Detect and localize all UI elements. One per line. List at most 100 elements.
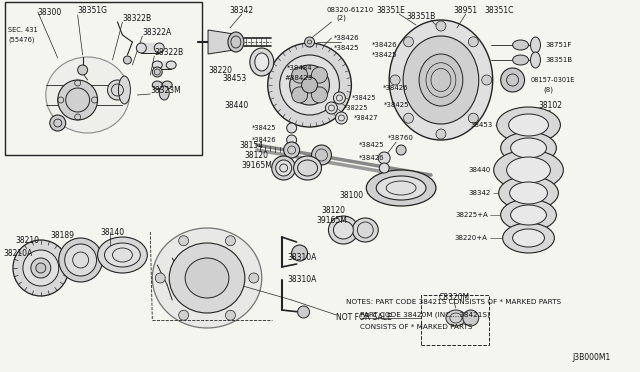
Bar bbox=[157, 81, 167, 89]
Ellipse shape bbox=[333, 221, 353, 239]
Ellipse shape bbox=[250, 48, 274, 76]
Text: SEC. 431: SEC. 431 bbox=[8, 27, 38, 33]
Ellipse shape bbox=[419, 54, 463, 106]
Text: *38225: *38225 bbox=[344, 105, 368, 111]
Ellipse shape bbox=[152, 67, 163, 77]
Text: CONSISTS OF * MARKED PARTS: CONSISTS OF * MARKED PARTS bbox=[360, 324, 473, 330]
Text: 38322B: 38322B bbox=[154, 48, 184, 57]
Ellipse shape bbox=[499, 176, 558, 210]
Text: J3B000M1: J3B000M1 bbox=[572, 353, 610, 362]
Ellipse shape bbox=[436, 129, 446, 139]
Text: *38426: *38426 bbox=[383, 85, 409, 91]
Text: *38484: *38484 bbox=[287, 65, 312, 71]
Text: 38210: 38210 bbox=[16, 235, 40, 244]
Ellipse shape bbox=[179, 310, 189, 320]
Ellipse shape bbox=[118, 76, 131, 104]
Ellipse shape bbox=[284, 142, 300, 158]
Text: *38760: *38760 bbox=[388, 135, 414, 141]
Ellipse shape bbox=[169, 243, 245, 313]
Ellipse shape bbox=[166, 61, 176, 69]
Ellipse shape bbox=[136, 43, 147, 53]
Text: *38426: *38426 bbox=[358, 155, 384, 161]
Text: (2): (2) bbox=[337, 15, 346, 21]
Ellipse shape bbox=[500, 199, 556, 231]
Text: *38425: *38425 bbox=[252, 125, 276, 131]
Text: 38323M: 38323M bbox=[150, 86, 181, 94]
Text: 38189: 38189 bbox=[51, 231, 75, 240]
Text: *38425: *38425 bbox=[371, 52, 397, 58]
Text: 38440: 38440 bbox=[468, 167, 491, 173]
Ellipse shape bbox=[46, 57, 129, 133]
Ellipse shape bbox=[152, 61, 163, 69]
Ellipse shape bbox=[124, 56, 131, 64]
Text: 38453: 38453 bbox=[470, 122, 493, 128]
Ellipse shape bbox=[59, 238, 102, 282]
Text: 08157-0301E: 08157-0301E bbox=[531, 77, 575, 83]
Ellipse shape bbox=[23, 250, 59, 286]
Ellipse shape bbox=[378, 152, 390, 164]
Text: 38300: 38300 bbox=[38, 7, 62, 16]
Ellipse shape bbox=[463, 310, 479, 326]
Text: 38322A: 38322A bbox=[142, 28, 172, 36]
Ellipse shape bbox=[312, 145, 332, 165]
Ellipse shape bbox=[31, 258, 51, 278]
Ellipse shape bbox=[156, 273, 165, 283]
Ellipse shape bbox=[152, 81, 163, 89]
Ellipse shape bbox=[50, 115, 66, 131]
Text: 38154: 38154 bbox=[240, 141, 264, 150]
Ellipse shape bbox=[292, 245, 308, 261]
Ellipse shape bbox=[326, 102, 337, 114]
Ellipse shape bbox=[404, 37, 413, 47]
Text: 38322B: 38322B bbox=[122, 13, 152, 22]
Text: 38310A: 38310A bbox=[287, 253, 316, 263]
Ellipse shape bbox=[531, 52, 540, 68]
Ellipse shape bbox=[77, 65, 88, 75]
Text: 38342: 38342 bbox=[230, 6, 254, 15]
Text: 38751F: 38751F bbox=[545, 42, 572, 48]
Ellipse shape bbox=[446, 310, 466, 326]
Ellipse shape bbox=[312, 67, 328, 83]
Text: 38351E: 38351E bbox=[377, 6, 406, 15]
Ellipse shape bbox=[97, 237, 147, 273]
Text: 38225+A: 38225+A bbox=[455, 212, 488, 218]
Ellipse shape bbox=[511, 138, 547, 158]
Ellipse shape bbox=[290, 65, 330, 105]
Text: *38425: *38425 bbox=[351, 95, 376, 101]
Ellipse shape bbox=[497, 107, 561, 143]
Ellipse shape bbox=[436, 21, 446, 31]
Text: 38351B: 38351B bbox=[545, 57, 573, 63]
Ellipse shape bbox=[502, 223, 554, 253]
Text: 38220+A: 38220+A bbox=[455, 235, 488, 241]
Ellipse shape bbox=[13, 240, 68, 296]
Text: 38140: 38140 bbox=[100, 228, 125, 237]
Ellipse shape bbox=[333, 92, 346, 104]
Ellipse shape bbox=[185, 258, 229, 298]
Text: 38453: 38453 bbox=[223, 74, 247, 83]
Ellipse shape bbox=[268, 43, 351, 127]
Ellipse shape bbox=[272, 156, 296, 180]
Text: 38210A: 38210A bbox=[3, 248, 33, 257]
Text: (8): (8) bbox=[543, 87, 554, 93]
Ellipse shape bbox=[292, 67, 308, 83]
Ellipse shape bbox=[294, 156, 321, 180]
Text: 39165M: 39165M bbox=[241, 160, 272, 170]
Bar bbox=[141, 43, 159, 53]
Text: 38310A: 38310A bbox=[287, 276, 316, 285]
Ellipse shape bbox=[255, 53, 269, 71]
Text: *38425: *38425 bbox=[358, 142, 384, 148]
Text: 38342: 38342 bbox=[468, 190, 491, 196]
Ellipse shape bbox=[366, 170, 436, 206]
Text: 38351C: 38351C bbox=[484, 6, 513, 15]
Bar bbox=[5, 2, 202, 155]
Text: 38351G: 38351G bbox=[77, 6, 108, 15]
Ellipse shape bbox=[104, 243, 140, 267]
Ellipse shape bbox=[58, 80, 97, 120]
Text: (55476): (55476) bbox=[8, 37, 35, 43]
Ellipse shape bbox=[179, 236, 189, 246]
Text: NOT FOR SALE: NOT FOR SALE bbox=[337, 314, 392, 323]
Text: *38425: *38425 bbox=[333, 45, 359, 51]
Ellipse shape bbox=[225, 310, 236, 320]
Text: *38425: *38425 bbox=[383, 102, 409, 108]
Ellipse shape bbox=[287, 123, 296, 133]
Ellipse shape bbox=[482, 75, 492, 85]
